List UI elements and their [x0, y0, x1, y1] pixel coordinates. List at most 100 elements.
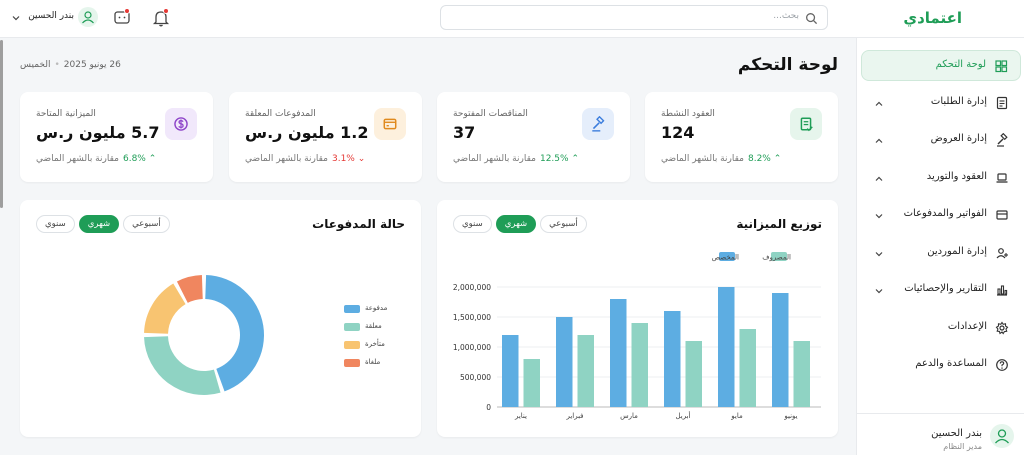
search-box[interactable]: بحث...	[440, 5, 828, 30]
chevron-up-icon	[875, 176, 883, 181]
legend-swatch	[344, 359, 360, 367]
user-plus-icon	[996, 247, 1008, 258]
page-title: لوحة التحكم	[737, 55, 838, 75]
chevron-up-icon	[875, 138, 883, 143]
sidebar-item-label: إدارة الطلبات	[930, 95, 987, 107]
legend-swatch	[344, 323, 360, 331]
panel-title: حالة المدفوعات	[312, 217, 405, 231]
gavel-icon	[592, 115, 605, 132]
bar-allocated	[772, 293, 789, 407]
sidebar-item-label: إدارة العروض	[930, 133, 987, 144]
page-date: 26 يونيو 2025•الخميس	[20, 60, 121, 70]
sidebar-item[interactable]: لوحة التحكم	[861, 50, 1021, 81]
payments-panel: حالة المدفوعات أسبوعي شهري سنوي مدفوعة معلق…	[20, 200, 421, 437]
stat-card: العقود النشطة 124 ⌃ 8.2%مقارنة بالشهر الما…	[645, 92, 838, 182]
sidebar-user[interactable]: بندر الحسين مدير النظام	[857, 413, 1024, 455]
sidebar-user-name: بندر الحسين	[931, 428, 982, 439]
stat-compare-text: مقارنة بالشهر الماضي	[661, 154, 744, 164]
sidebar-item[interactable]: التقارير والإحصائيات	[861, 275, 1021, 306]
message-icon	[114, 11, 130, 24]
stat-icon-box	[790, 108, 822, 140]
legend-label: المصروف	[762, 254, 791, 262]
x-tick-label: أبريل	[675, 411, 690, 420]
stat-value: 5.7 مليون ر.س	[36, 123, 160, 142]
sidebar-user-role: مدير النظام	[943, 442, 982, 451]
stat-icon-box	[582, 108, 614, 140]
stat-title: الميزانية المتاحة	[36, 109, 96, 119]
trend-up-icon: ⌃	[773, 154, 782, 164]
gear-icon	[995, 321, 1009, 335]
app-logo[interactable]: اعتمادي	[903, 9, 962, 27]
donut-slice	[205, 275, 264, 392]
sidebar-item[interactable]: المساعدة والدعم	[861, 350, 1021, 381]
contract-icon	[798, 116, 814, 135]
tab-period[interactable]: شهري	[495, 215, 537, 233]
sidebar-item[interactable]: إدارة العروض	[861, 125, 1021, 156]
legend-item: ملغاة	[344, 357, 404, 375]
sidebar-item-label: إدارة الموردين	[927, 245, 987, 257]
legend-label: المخصص	[712, 254, 739, 262]
stat-card: المدفوعات المعلقة 1.2 مليون ر.س ⌄ 3.1%مقار…	[229, 92, 422, 182]
tab-period[interactable]: سنوي	[36, 215, 75, 233]
tab-period[interactable]: شهري	[78, 215, 120, 233]
legend-label: ملغاة	[365, 358, 381, 366]
sidebar-item[interactable]: الإعدادات	[861, 313, 1021, 344]
bar-spent	[523, 359, 540, 407]
user-name: بندر الحسين	[28, 11, 74, 21]
wallet-icon	[382, 116, 398, 135]
user-plus-icon	[995, 246, 1009, 260]
x-tick-label: مارس	[620, 412, 638, 420]
stat-change: 6.8%	[122, 154, 146, 164]
message-dot	[124, 8, 130, 14]
y-tick-label: 500,000	[460, 373, 491, 382]
tab-period[interactable]: أسبوعي	[540, 215, 587, 233]
scrollbar[interactable]	[0, 40, 3, 208]
gavel-icon	[995, 132, 1009, 147]
sidebar-item[interactable]: إدارة الطلبات	[861, 88, 1021, 119]
avatar	[990, 424, 1014, 448]
sidebar-item[interactable]: العقود والتوريد	[861, 163, 1021, 194]
legend-item: معلقة	[344, 321, 404, 339]
bar-allocated	[718, 287, 735, 407]
stat-icon-box	[374, 108, 406, 140]
help-icon	[996, 359, 1008, 371]
user-menu[interactable]: بندر الحسين	[12, 7, 98, 29]
date-separator: •	[54, 60, 60, 70]
legend-swatch	[344, 341, 360, 349]
legend-swatch	[771, 252, 787, 261]
stat-icon-box	[165, 108, 197, 140]
sidebar-item[interactable]: إدارة الموردين	[861, 238, 1021, 269]
sidebar-item-label: العقود والتوريد	[926, 170, 987, 182]
x-tick-label: يونيو	[783, 412, 797, 420]
trend-down-icon: ⌄	[357, 154, 366, 164]
help-icon	[995, 358, 1009, 372]
notification-dot	[163, 8, 169, 14]
stat-title: المدفوعات المعلقة	[245, 109, 316, 119]
donut-legend: مدفوعة معلقة متأخرة ملغاة	[344, 303, 404, 375]
search-placeholder: بحث...	[773, 11, 799, 21]
stat-compare-text: مقارنة بالشهر الماضي	[36, 154, 119, 164]
period-tabs: أسبوعي شهري سنوي	[453, 215, 587, 233]
user-icon	[82, 11, 94, 24]
bar-spent	[577, 335, 594, 407]
messages-button[interactable]	[111, 7, 133, 29]
budget-bar-chart: المخصص المصروف 0 500,000 1,000,000 1,500,000 2…	[453, 252, 821, 420]
tab-period[interactable]: سنوي	[453, 215, 492, 233]
notifications-button[interactable]	[150, 7, 172, 29]
user-icon	[995, 429, 1009, 444]
stat-change: 12.5%	[539, 154, 569, 164]
laptop-icon	[995, 171, 1009, 185]
avatar	[78, 7, 98, 27]
bar-allocated	[610, 299, 627, 407]
trend-up-icon: ⌃	[148, 154, 157, 164]
stat-compare-text: مقارنة بالشهر الماضي	[245, 154, 328, 164]
stat-change: 3.1%	[331, 154, 355, 164]
y-tick-label: 1,000,000	[453, 343, 491, 352]
tab-period[interactable]: أسبوعي	[123, 215, 170, 233]
dashboard-grid-icon	[994, 59, 1008, 73]
legend-label: معلقة	[365, 322, 382, 330]
sidebar-item[interactable]: الفواتير والمدفوعات	[861, 200, 1021, 231]
list-icon	[995, 96, 1009, 110]
wallet-icon	[383, 118, 397, 130]
x-tick-label: مايو	[730, 412, 743, 420]
